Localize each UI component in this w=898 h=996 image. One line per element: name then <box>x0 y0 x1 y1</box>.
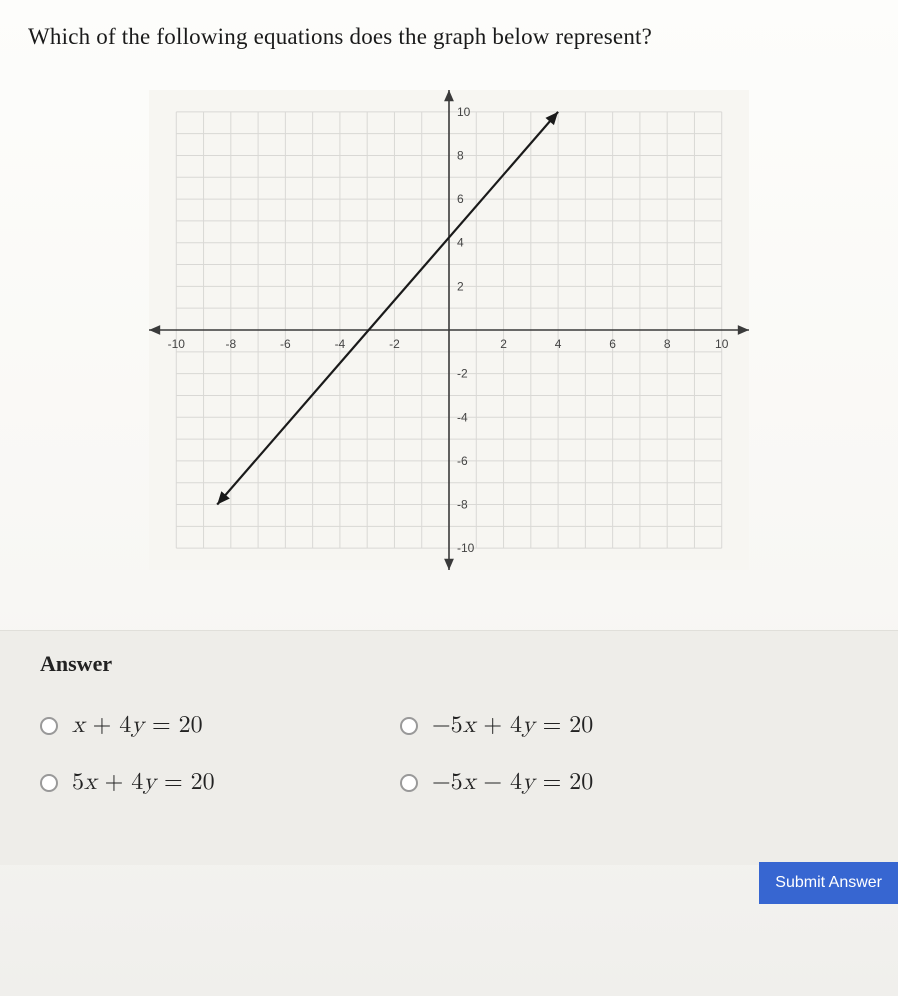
radio-icon <box>400 717 418 735</box>
svg-text:-6: -6 <box>280 337 291 351</box>
svg-text:8: 8 <box>457 148 464 162</box>
answer-heading: Answer <box>40 651 858 677</box>
question-text: Which of the following equations does th… <box>28 24 870 50</box>
svg-text:6: 6 <box>609 337 616 351</box>
svg-text:10: 10 <box>457 105 471 119</box>
svg-text:10: 10 <box>715 337 729 351</box>
radio-icon <box>40 774 58 792</box>
svg-text:-8: -8 <box>457 498 468 512</box>
svg-text:-4: -4 <box>457 410 468 424</box>
svg-text:-6: -6 <box>457 454 468 468</box>
svg-text:-10: -10 <box>168 337 186 351</box>
option-c[interactable]: 5x + 4y = 20 <box>40 768 360 797</box>
svg-text:4: 4 <box>457 236 464 250</box>
graph-container: -10-8-6-4-2246810108642-2-4-6-8-10xy <box>28 90 870 570</box>
option-b[interactable]: −5x + 4y = 20 <box>400 711 720 740</box>
svg-text:-10: -10 <box>457 541 475 555</box>
svg-text:-8: -8 <box>225 337 236 351</box>
option-a-label: x + 4y = 20 <box>72 711 203 740</box>
svg-text:2: 2 <box>457 279 464 293</box>
coordinate-graph: -10-8-6-4-2246810108642-2-4-6-8-10xy <box>149 90 749 570</box>
svg-text:-4: -4 <box>335 337 346 351</box>
svg-text:-2: -2 <box>389 337 400 351</box>
option-b-label: −5x + 4y = 20 <box>432 711 593 740</box>
svg-text:6: 6 <box>457 192 464 206</box>
submit-answer-button[interactable]: Submit Answer <box>759 862 898 904</box>
answer-section: Answer x + 4y = 20 −5x + 4y = 20 5x + 4y… <box>0 630 898 865</box>
option-a[interactable]: x + 4y = 20 <box>40 711 360 740</box>
radio-icon <box>40 717 58 735</box>
svg-text:2: 2 <box>500 337 507 351</box>
radio-icon <box>400 774 418 792</box>
option-d[interactable]: −5x − 4y = 20 <box>400 768 720 797</box>
svg-text:8: 8 <box>664 337 671 351</box>
svg-text:-2: -2 <box>457 367 468 381</box>
option-c-label: 5x + 4y = 20 <box>72 768 215 797</box>
svg-text:4: 4 <box>555 337 562 351</box>
option-d-label: −5x − 4y = 20 <box>432 768 593 797</box>
